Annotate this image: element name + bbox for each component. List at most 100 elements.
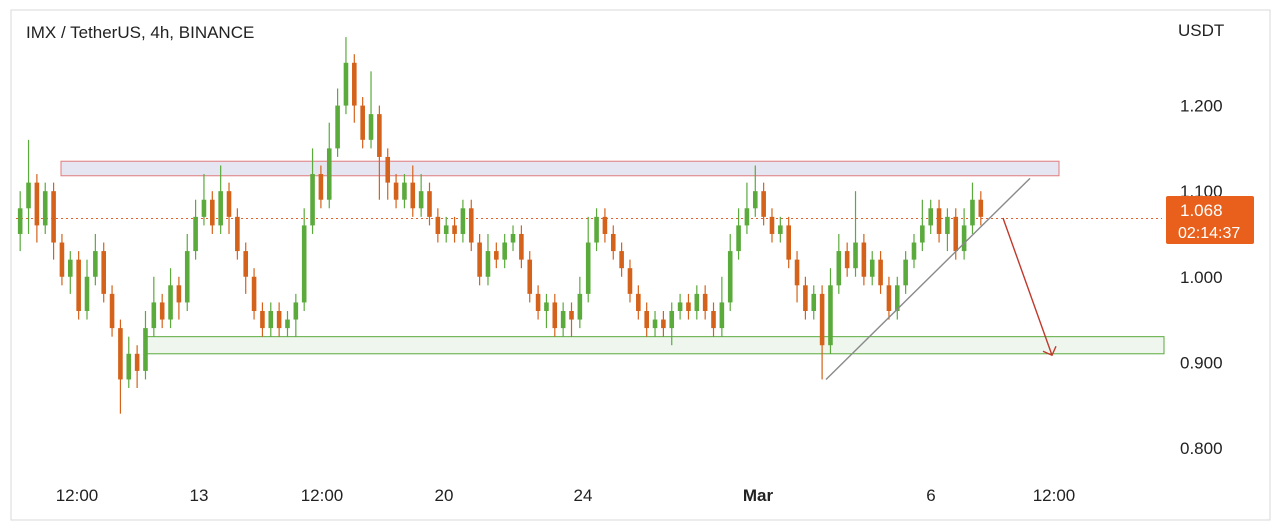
candle-body: [218, 191, 223, 226]
candle: [201, 174, 207, 226]
candle-body: [468, 208, 474, 243]
candle-body: [502, 242, 507, 260]
candle-body: [159, 302, 165, 320]
last-price-badge: 1.068 02:14:37: [1166, 196, 1254, 244]
candle: [93, 233, 98, 286]
candle-body: [761, 191, 766, 217]
candle: [970, 182, 975, 234]
candle: [736, 208, 741, 260]
candle-body: [435, 216, 441, 234]
candle-body: [326, 148, 332, 200]
candle: [569, 302, 574, 337]
candle-body: [460, 208, 466, 234]
candle-body: [260, 310, 265, 329]
candle: [945, 208, 950, 252]
candle-body: [861, 242, 867, 277]
candle: [368, 71, 374, 149]
candle: [26, 139, 31, 234]
candle-body: [485, 251, 491, 277]
candle: [719, 276, 725, 337]
candle: [769, 208, 775, 243]
candle: [360, 97, 365, 149]
candle: [886, 276, 892, 320]
candle: [210, 191, 215, 234]
candle: [920, 199, 925, 252]
candle-body: [794, 259, 800, 286]
candle-body: [402, 182, 407, 200]
candle: [644, 302, 649, 337]
candle-body: [828, 285, 833, 346]
x-tick-label: 12:00: [301, 486, 344, 505]
candle: [510, 225, 516, 252]
candle-body: [143, 328, 148, 371]
candle: [744, 182, 750, 234]
y-tick-label: 1.200: [1180, 97, 1223, 116]
candle-body: [34, 182, 40, 226]
candle-body: [719, 302, 725, 329]
candle-body: [335, 105, 340, 149]
candle-body: [970, 199, 975, 226]
candle-body: [903, 259, 908, 286]
candle: [636, 285, 641, 320]
candle: [235, 208, 240, 260]
last-price-value: 1.068: [1180, 201, 1223, 220]
candle-body: [744, 208, 750, 226]
candle: [168, 268, 173, 329]
candle: [452, 216, 457, 243]
candle-body: [151, 302, 157, 329]
candle: [911, 233, 917, 269]
candle: [118, 319, 123, 414]
candle: [585, 216, 591, 303]
candle-body: [560, 310, 566, 329]
candle-body: [268, 310, 274, 329]
candle: [335, 88, 340, 157]
candle-body: [669, 310, 675, 329]
candle: [903, 251, 908, 294]
candle: [594, 208, 599, 252]
candle: [535, 285, 541, 320]
candle: [34, 174, 40, 243]
candle-body: [193, 216, 198, 252]
candle-body: [343, 62, 349, 106]
candle-body: [585, 242, 591, 294]
candle-body: [368, 114, 374, 140]
candle-body: [544, 302, 549, 311]
candle: [243, 242, 249, 294]
candle-body: [235, 216, 240, 252]
candle-body: [811, 293, 817, 311]
candle: [276, 302, 282, 337]
candle: [218, 165, 223, 234]
candle: [109, 285, 115, 337]
projection-arrow-shaft: [1002, 217, 1053, 356]
candle-body: [602, 216, 608, 234]
currency-label: USDT: [1178, 21, 1224, 40]
candle: [435, 208, 441, 243]
candle: [42, 182, 48, 234]
candle-body: [201, 199, 207, 217]
candle: [803, 276, 808, 320]
ascending-trendline: [825, 177, 1031, 380]
x-tick-label: 24: [574, 486, 593, 505]
candle-body: [210, 199, 215, 226]
candle-body: [118, 328, 123, 380]
chart-title: IMX / TetherUS, 4h, BINANCE: [26, 23, 254, 42]
candle-body: [778, 225, 783, 234]
candle-body: [134, 353, 140, 371]
candle: [619, 242, 624, 277]
candle-body: [68, 259, 73, 277]
candle-body: [853, 242, 858, 269]
candle-body: [176, 285, 182, 303]
candle: [76, 251, 81, 320]
candle: [301, 208, 307, 311]
candle-body: [93, 251, 98, 277]
candle: [527, 251, 533, 303]
candle-body: [569, 310, 574, 320]
candle-body: [878, 259, 883, 286]
candle: [285, 310, 290, 337]
candle-body: [427, 191, 432, 217]
candle: [134, 345, 140, 389]
candle-body: [17, 208, 23, 234]
candle: [318, 165, 324, 209]
candle-body: [920, 225, 925, 243]
candle-body: [869, 259, 875, 277]
